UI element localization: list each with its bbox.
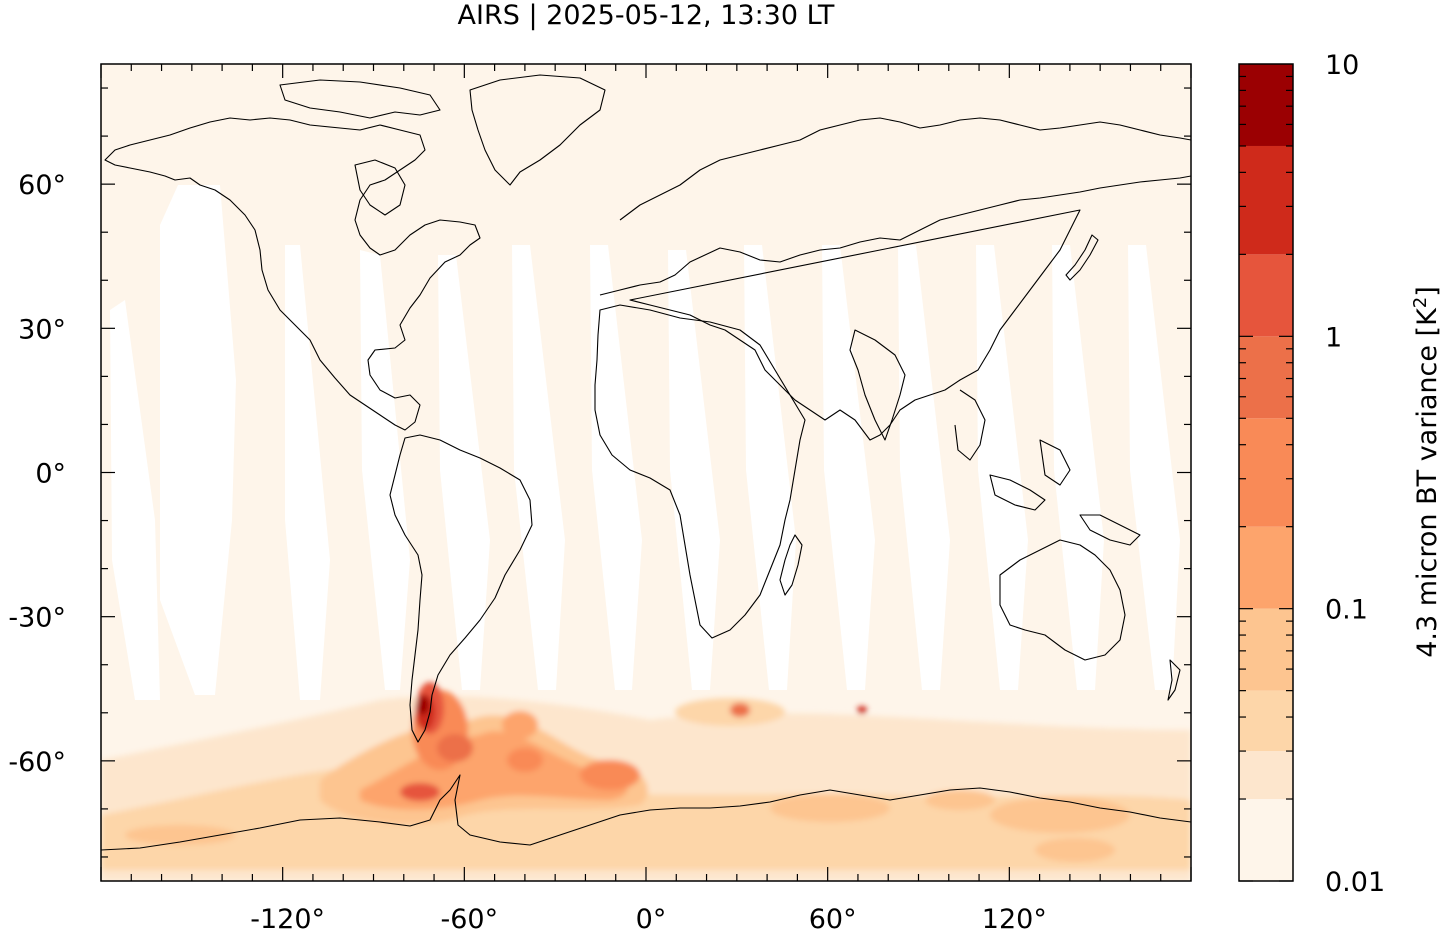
coastline-hudson-bay	[354, 159, 406, 216]
swath-gap	[438, 255, 490, 690]
colorbar-band	[1239, 418, 1293, 527]
variance-band	[675, 698, 785, 726]
colorbar-tick-labels: 10 1 0.1 0.01	[1325, 50, 1385, 898]
map-panel: -120° -60° 0° 60° 120° 60° 30° 0° -30° -60°	[8, 63, 1192, 930]
coastline-new-guinea	[1079, 514, 1141, 546]
coastline-south-america	[389, 434, 533, 743]
y-tick-labels: 60° 30° 0° -30° -60°	[8, 170, 66, 778]
y-tick-label: 60°	[18, 170, 66, 201]
coastline-greenland	[469, 74, 606, 186]
swath-gap	[1128, 245, 1180, 690]
variance-band	[730, 703, 750, 717]
y-tick-label: -60°	[8, 747, 66, 778]
variance-band	[770, 794, 890, 822]
colorbar-band	[1239, 336, 1293, 419]
colorbar-frame	[1238, 63, 1294, 882]
coastline-india	[849, 329, 906, 441]
variance-band	[990, 797, 1130, 833]
y-tick-label: -30°	[8, 603, 66, 634]
variance-band	[507, 748, 543, 772]
x-tick-label: 120°	[982, 904, 1047, 930]
coastline-arctic-islands	[279, 79, 441, 119]
colorbar-band	[1239, 751, 1293, 800]
colorbar-tick-label: 10	[1325, 50, 1359, 81]
variance-band	[580, 760, 640, 790]
variance-field	[101, 682, 1191, 881]
coastline-europe-north	[619, 117, 1191, 221]
colorbar-band	[1239, 145, 1293, 255]
coastline-japan	[1065, 234, 1099, 281]
colorbar-tick-label: 1	[1325, 322, 1342, 353]
coastline-australia	[999, 539, 1126, 661]
colorbar: 10 1 0.1 0.01 4.3 micron BT variance [K2]	[1238, 50, 1442, 898]
swath-gap	[590, 245, 642, 690]
colorbar-ticks	[1239, 75, 1293, 882]
x-tick-label: 60°	[809, 904, 857, 930]
y-tick-label: 30°	[18, 314, 66, 345]
swath-gap	[668, 250, 720, 690]
coastline-antarctica	[101, 774, 1191, 851]
coastlines	[101, 74, 1191, 851]
variance-band	[417, 695, 429, 715]
swath-gap	[744, 245, 796, 690]
colorbar-tick-label: 0.01	[1325, 867, 1385, 898]
colorbar-band	[1239, 64, 1293, 146]
swath-gap	[160, 185, 236, 695]
x-tick-label: -60°	[441, 904, 499, 930]
y-tick-label: 0°	[35, 459, 66, 490]
coastline-madagascar	[779, 534, 803, 596]
coastline-north-america	[104, 117, 481, 431]
x-tick-label: -120°	[250, 904, 325, 930]
coastline-africa	[594, 304, 806, 639]
variance-band	[1035, 838, 1115, 862]
swath-gap	[976, 245, 1028, 690]
variance-band	[125, 825, 235, 845]
colorbar-tick-label: 0.1	[1325, 595, 1368, 626]
variance-band	[502, 711, 538, 739]
swath-gap	[512, 245, 565, 690]
variance-band	[925, 790, 995, 810]
coastline-southeast-asia	[954, 389, 1071, 511]
colorbar-band	[1239, 608, 1293, 691]
swath-gap	[110, 300, 160, 700]
coastline-new-zealand	[1167, 659, 1181, 701]
colorbar-label: 4.3 micron BT variance [K2]	[1410, 286, 1442, 658]
plot-title: AIRS | 2025-05-12, 13:30 LT	[458, 0, 835, 31]
variance-band	[400, 783, 440, 801]
colorbar-band	[1239, 799, 1293, 881]
swath-gap	[1052, 245, 1104, 690]
colorbar-band	[1239, 690, 1293, 752]
variance-band	[857, 706, 867, 714]
swath-gap	[360, 250, 410, 690]
colorbar-bands	[1239, 64, 1293, 881]
swath-gaps	[110, 185, 1180, 700]
swath-gap	[285, 245, 330, 700]
x-tick-labels: -120° -60° 0° 60° 120°	[250, 904, 1047, 930]
x-tick-label: 0°	[636, 904, 667, 930]
coastline-eurasia	[599, 175, 1191, 441]
swath-gap	[822, 245, 875, 690]
map-ticks	[100, 64, 1192, 881]
colorbar-band	[1239, 254, 1293, 337]
swath-gap	[898, 245, 950, 690]
variance-band	[437, 734, 473, 762]
colorbar-band	[1239, 526, 1293, 609]
